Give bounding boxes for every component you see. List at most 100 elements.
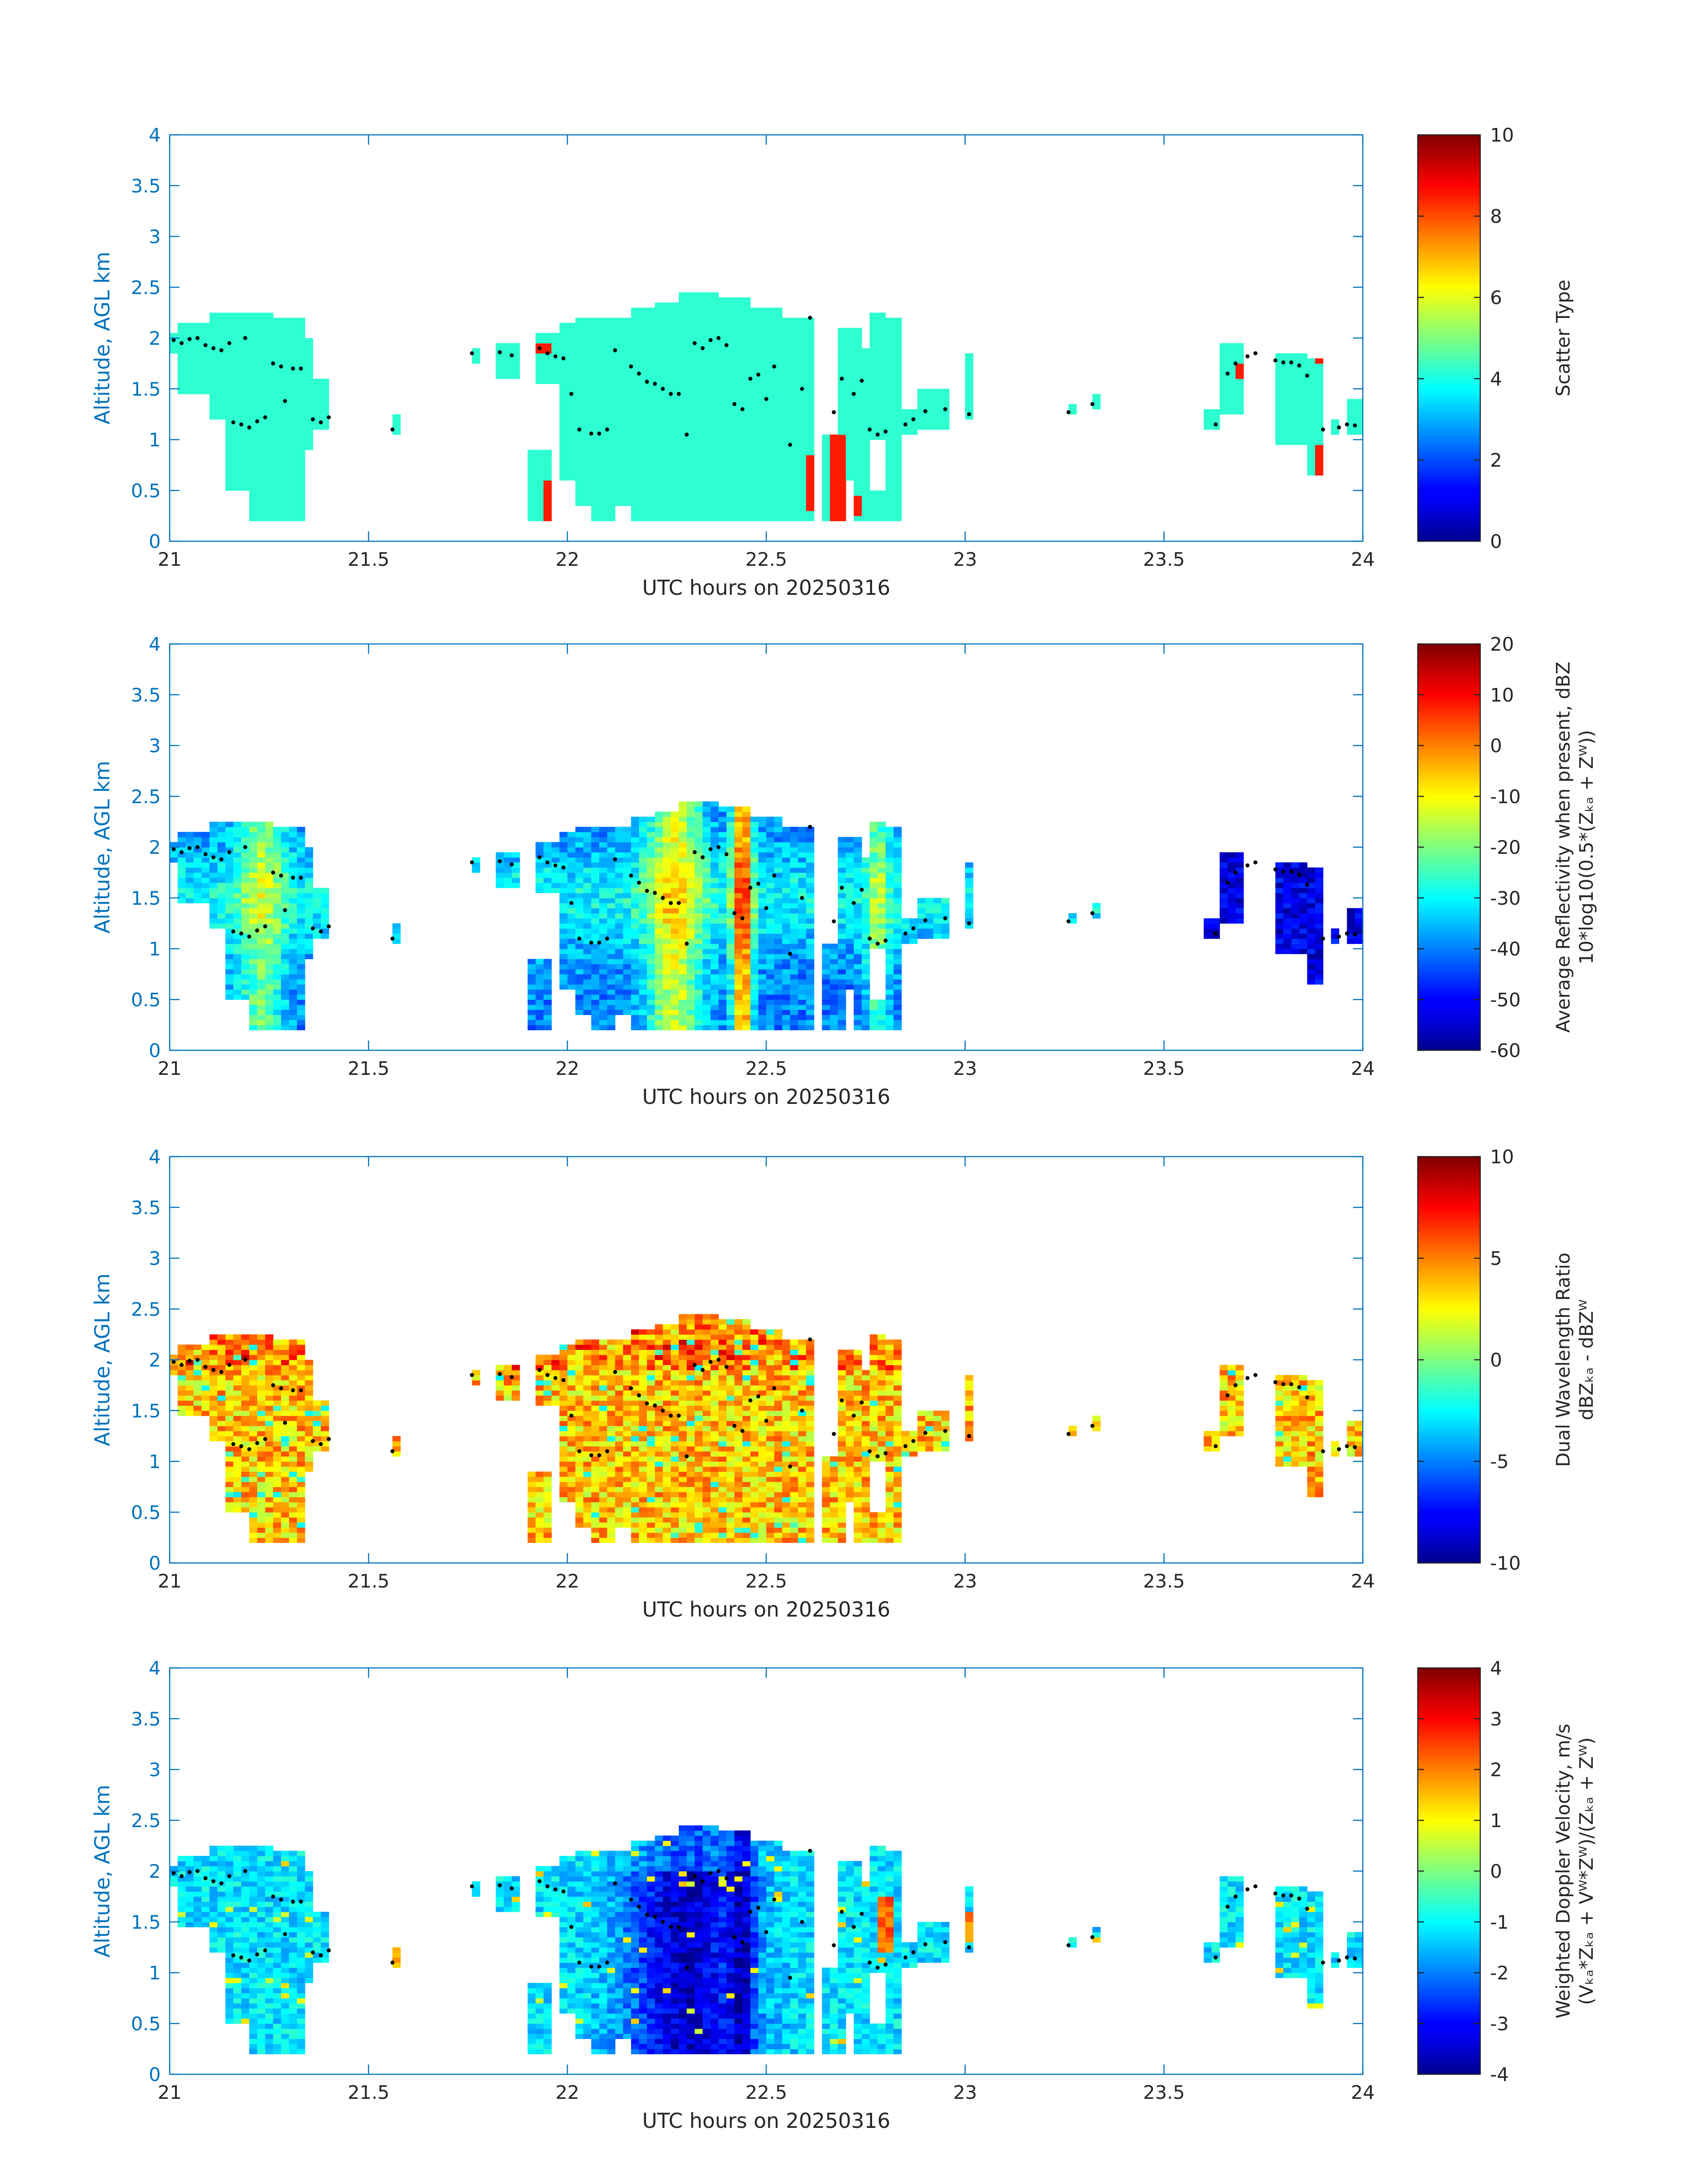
heatmap-cell: [639, 913, 647, 919]
heatmap-cell: [710, 1025, 719, 1031]
heatmap-cell: [1228, 389, 1236, 394]
heatmap-cell: [289, 465, 297, 471]
heatmap-cell: [575, 888, 584, 893]
heatmap-cell: [631, 394, 639, 400]
heatmap-cell: [806, 384, 814, 389]
heatmap-cell: [615, 969, 623, 974]
heatmap-cell: [607, 343, 616, 349]
heatmap-cell: [241, 368, 250, 374]
heatmap-cell: [472, 353, 480, 359]
heatmap-cell: [798, 333, 806, 338]
heatmap-cell: [846, 938, 854, 944]
heatmap-cell: [838, 842, 846, 848]
heatmap-cell: [249, 953, 258, 959]
heatmap-cell: [392, 424, 401, 430]
heatmap-cell: [249, 959, 258, 965]
heatmap-cell: [838, 928, 846, 934]
heatmap-cell: [575, 837, 584, 843]
heatmap-cell: [567, 903, 576, 909]
heatmap-cell: [615, 460, 623, 465]
heatmap-cell: [750, 979, 759, 985]
heatmap-cell: [225, 333, 234, 338]
heatmap-cell: [822, 485, 831, 491]
heatmap-cell: [782, 1015, 790, 1020]
heatmap-cell: [766, 822, 775, 827]
overlay-dot: [219, 348, 224, 352]
heatmap-cell: [241, 318, 250, 323]
heatmap-cell: [535, 877, 544, 883]
heatmap-cell: [233, 348, 242, 354]
heatmap-cell: [185, 343, 194, 349]
heatmap-cell: [877, 322, 886, 328]
heatmap-cell: [225, 429, 234, 435]
heatmap-cell: [742, 913, 751, 919]
heatmap-cell: [297, 872, 305, 878]
heatmap-cell: [686, 450, 695, 455]
heatmap-cell: [861, 1020, 870, 1025]
heatmap-cell: [679, 313, 687, 318]
heatmap-cell: [1275, 404, 1284, 409]
heatmap-cell: [853, 516, 862, 522]
heatmap-cell: [559, 964, 568, 969]
overlay-dot: [569, 392, 574, 396]
heatmap-cell: [615, 368, 623, 374]
heatmap-cell: [639, 424, 647, 430]
heatmap-cell: [185, 373, 194, 379]
heatmap-cell: [830, 964, 838, 969]
heatmap-cell: [702, 485, 711, 491]
heatmap-cell: [631, 475, 639, 481]
heatmap-cell: [535, 348, 544, 354]
heatmap-cell: [774, 501, 783, 506]
heatmap-cell: [297, 465, 305, 471]
heatmap-cell: [639, 450, 647, 455]
heatmap-cell: [798, 444, 806, 450]
heatmap-cell: [273, 928, 281, 934]
heatmap-cell: [623, 480, 631, 486]
heatmap-cell: [790, 460, 798, 465]
heatmap-cell: [257, 333, 266, 338]
heatmap-cell: [774, 455, 783, 460]
heatmap-cell: [726, 328, 735, 334]
heatmap-cell: [527, 495, 536, 501]
heatmap-cell: [877, 918, 886, 924]
heatmap-cell: [679, 404, 687, 409]
heatmap-cell: [702, 1020, 711, 1025]
heatmap-cell: [297, 953, 305, 959]
heatmap-cell: [265, 847, 274, 852]
heatmap-cell: [655, 394, 663, 400]
heatmap-cell: [663, 832, 671, 837]
heatmap-cell: [289, 358, 297, 364]
heatmap-cell: [257, 893, 266, 898]
heatmap-cell: [750, 938, 759, 944]
heatmap-cell: [535, 867, 544, 873]
heatmap-cell: [559, 353, 568, 359]
heatmap-cell: [686, 903, 695, 909]
heatmap-cell: [177, 363, 186, 369]
heatmap-cell: [265, 979, 274, 985]
heatmap-cell: [702, 292, 711, 298]
heatmap-cell: [623, 338, 631, 343]
heatmap-cell: [607, 485, 616, 491]
heatmap-cell: [766, 1020, 775, 1025]
heatmap-cell: [694, 928, 703, 934]
heatmap-cell: [265, 1004, 274, 1010]
heatmap-cell: [853, 938, 862, 944]
heatmap-cell: [177, 343, 186, 349]
heatmap-cell: [575, 949, 584, 954]
heatmap-cell: [750, 994, 759, 1000]
heatmap-cell: [671, 949, 679, 954]
heatmap-cell: [225, 470, 234, 476]
heatmap-cell: [846, 949, 854, 954]
heatmap-cell: [583, 933, 592, 939]
heatmap-cell: [877, 903, 886, 909]
heatmap-cell: [551, 363, 560, 369]
heatmap-cell: [249, 495, 258, 501]
overlay-dot: [875, 432, 880, 437]
heatmap-cell: [877, 847, 886, 852]
heatmap-cell: [766, 867, 775, 873]
heatmap-cell: [838, 495, 846, 501]
heatmap-cell: [734, 297, 743, 303]
heatmap-cell: [758, 959, 767, 965]
heatmap-cell: [615, 404, 623, 409]
heatmap-cell: [718, 842, 727, 848]
